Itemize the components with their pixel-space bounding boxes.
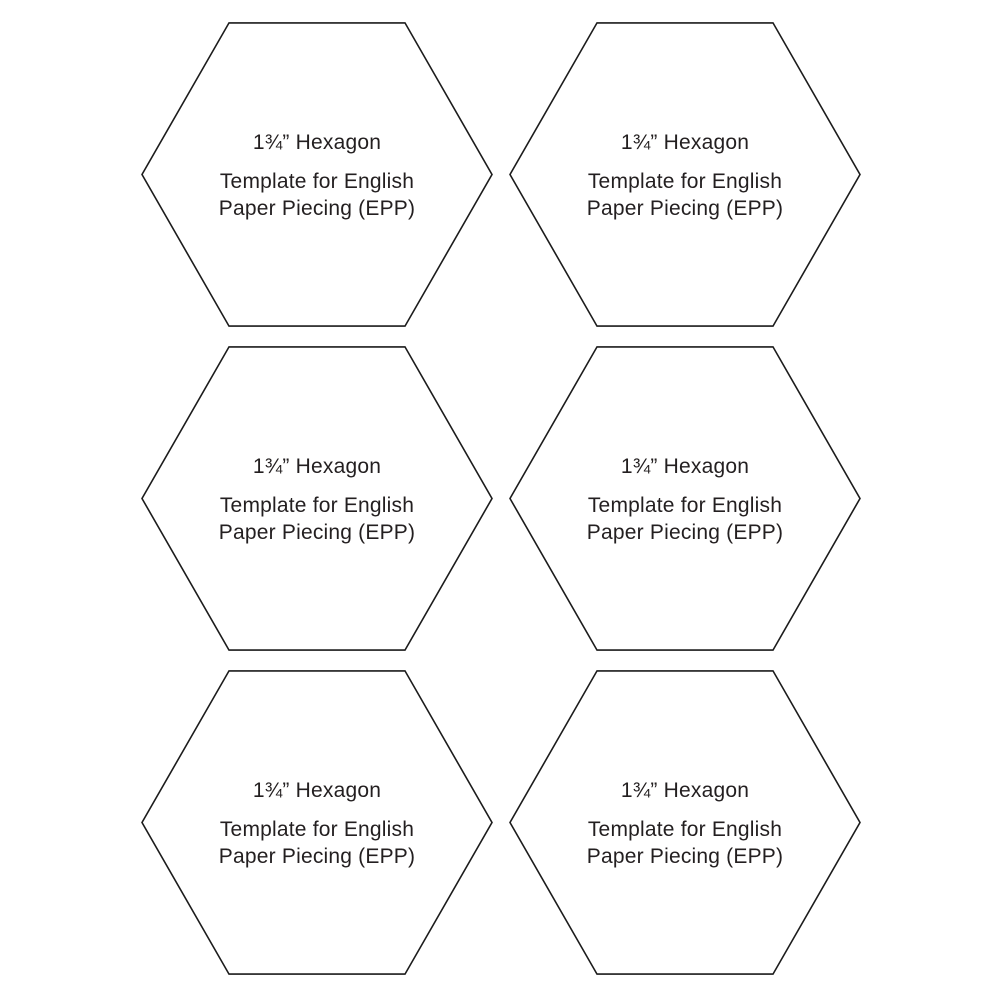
hexagon-description-line2: Paper Piecing (EPP) <box>218 521 416 544</box>
hexagon-description-line2: Paper Piecing (EPP) <box>218 845 416 868</box>
hexagon-label: 1¾” Hexagon Template for English Paper P… <box>509 22 861 327</box>
hexagon-label: 1¾” Hexagon Template for English Paper P… <box>509 670 861 975</box>
hexagon-label: 1¾” Hexagon Template for English Paper P… <box>509 346 861 651</box>
hexagon-description-line1: Template for English <box>219 494 415 517</box>
hexagon-outline <box>141 22 493 327</box>
hexagon-description-line1: Template for English <box>587 170 783 193</box>
hexagon-description-line1: Template for English <box>587 818 783 841</box>
hexagon-cell-3: 1¾” Hexagon Template for English Paper P… <box>141 346 493 651</box>
hexagon-description-line1: Template for English <box>219 818 415 841</box>
hexagon-label: 1¾” Hexagon Template for English Paper P… <box>141 22 493 327</box>
hexagon-grid: 1¾” Hexagon Template for English Paper P… <box>141 22 861 975</box>
hexagon-size-title: 1¾” Hexagon <box>252 455 382 478</box>
hexagon-description-line2: Paper Piecing (EPP) <box>586 521 784 544</box>
hexagon-description-line1: Template for English <box>587 494 783 517</box>
hexagon-description-line2: Paper Piecing (EPP) <box>586 845 784 868</box>
hexagon-outline <box>141 346 493 651</box>
hexagon-description-line2: Paper Piecing (EPP) <box>586 197 784 220</box>
hexagon-outline <box>509 22 861 327</box>
hexagon-outline <box>141 670 493 975</box>
hexagon-size-title: 1¾” Hexagon <box>252 779 382 802</box>
hexagon-cell-5: 1¾” Hexagon Template for English Paper P… <box>141 670 493 975</box>
hexagon-description-line2: Paper Piecing (EPP) <box>218 197 416 220</box>
hexagon-label: 1¾” Hexagon Template for English Paper P… <box>141 346 493 651</box>
hexagon-description-line1: Template for English <box>219 170 415 193</box>
hexagon-size-title: 1¾” Hexagon <box>620 455 750 478</box>
hexagon-label: 1¾” Hexagon Template for English Paper P… <box>141 670 493 975</box>
hexagon-outline <box>509 346 861 651</box>
hexagon-cell-1: 1¾” Hexagon Template for English Paper P… <box>141 22 493 327</box>
hexagon-cell-6: 1¾” Hexagon Template for English Paper P… <box>509 670 861 975</box>
hexagon-outline <box>509 670 861 975</box>
hexagon-cell-4: 1¾” Hexagon Template for English Paper P… <box>509 346 861 651</box>
hexagon-size-title: 1¾” Hexagon <box>620 131 750 154</box>
hexagon-size-title: 1¾” Hexagon <box>620 779 750 802</box>
hexagon-size-title: 1¾” Hexagon <box>252 131 382 154</box>
hexagon-cell-2: 1¾” Hexagon Template for English Paper P… <box>509 22 861 327</box>
